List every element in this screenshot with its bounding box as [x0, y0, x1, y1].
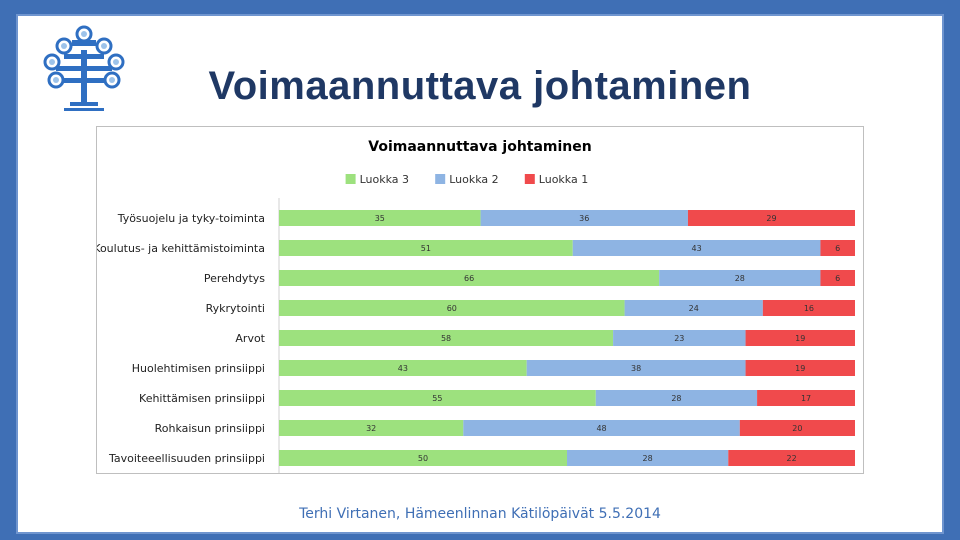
data-label: 28	[671, 394, 681, 403]
bar-segment	[687, 210, 855, 226]
data-label: 35	[375, 214, 385, 223]
category-label: Arvot	[235, 332, 265, 345]
data-label: 55	[432, 394, 442, 403]
bar-segment	[279, 300, 625, 316]
category-label: Rykrytointi	[206, 302, 265, 315]
data-label: 29	[766, 214, 776, 223]
data-label: 43	[692, 244, 702, 253]
data-label: 22	[787, 454, 797, 463]
bar-segment	[572, 240, 821, 256]
data-label: 60	[447, 304, 457, 313]
data-label: 58	[441, 334, 451, 343]
slide: Voimaannuttava johtaminen Voimaannuttava…	[16, 14, 944, 534]
data-label: 66	[464, 274, 474, 283]
tree-logo-icon	[43, 25, 125, 111]
bar-segment	[739, 420, 855, 436]
bar-segment	[728, 450, 855, 466]
data-label: 38	[631, 364, 641, 373]
data-label: 36	[579, 214, 589, 223]
data-label: 51	[421, 244, 431, 253]
data-label: 28	[735, 274, 745, 283]
data-label: 19	[795, 364, 805, 373]
bar-segment	[757, 390, 855, 406]
stacked-bar-chart: Voimaannuttava johtaminen Luokka 3 Luokka …	[97, 139, 855, 473]
data-label: 43	[398, 364, 408, 373]
data-label: 24	[689, 304, 699, 313]
legend-label: Luokka 3	[360, 173, 409, 186]
bar-segment	[480, 210, 688, 226]
legend-swatch	[524, 174, 535, 184]
bar-segment	[279, 450, 567, 466]
legend-swatch	[345, 174, 356, 184]
data-label: 17	[801, 394, 811, 403]
bar-segment	[595, 390, 758, 406]
bar-segment	[526, 360, 746, 376]
bar-segment	[279, 270, 660, 286]
category-label: Työsuojelu ja tyky-toiminta	[117, 212, 265, 225]
bar-segment	[613, 330, 746, 346]
data-label: 20	[792, 424, 802, 433]
bar-segment	[820, 270, 855, 286]
data-label: 48	[596, 424, 606, 433]
bar-segment	[279, 330, 614, 346]
bar-segment	[279, 360, 527, 376]
category-label: Rohkaisun prinsiippi	[155, 422, 265, 435]
category-label: Huolehtimisen prinsiippi	[132, 362, 265, 375]
bar-segment	[745, 360, 855, 376]
slide-title: Voimaannuttava johtaminen	[208, 64, 752, 108]
bar-segment	[279, 420, 464, 436]
chart-title: Voimaannuttava johtaminen	[368, 139, 592, 155]
data-label: 19	[795, 334, 805, 343]
data-label: 16	[804, 304, 814, 313]
category-label: Tavoiteeellisuuden prinsiippi	[108, 452, 265, 465]
category-label: Perehdytys	[204, 272, 265, 285]
legend-label: Luokka 1	[539, 173, 588, 186]
data-label: 50	[418, 454, 428, 463]
footer-text: Terhi Virtanen, Hämeenlinnan Kätilöpäivä…	[299, 506, 661, 522]
data-label: 23	[674, 334, 684, 343]
legend-label: Luokka 2	[449, 173, 498, 186]
bar-segment	[463, 420, 740, 436]
bar-segment	[624, 300, 763, 316]
bar-segment	[659, 270, 821, 286]
data-label: 28	[643, 454, 653, 463]
bar-segment	[567, 450, 729, 466]
category-label: Kehittämisen prinsiippi	[139, 392, 265, 405]
bar-segment	[745, 330, 855, 346]
legend-swatch	[435, 174, 446, 184]
data-label: 6	[835, 274, 840, 283]
bar-segment	[820, 240, 855, 256]
category-label: Koulutus- ja kehittämistoiminta	[97, 242, 265, 255]
bar-segment	[762, 300, 855, 316]
bar-segment	[279, 390, 596, 406]
bar-segment	[279, 210, 481, 226]
chart-container: Voimaannuttava johtaminen Luokka 3 Luokka …	[96, 126, 864, 474]
data-label: 32	[366, 424, 376, 433]
bar-segment	[279, 240, 573, 256]
data-label: 6	[835, 244, 840, 253]
